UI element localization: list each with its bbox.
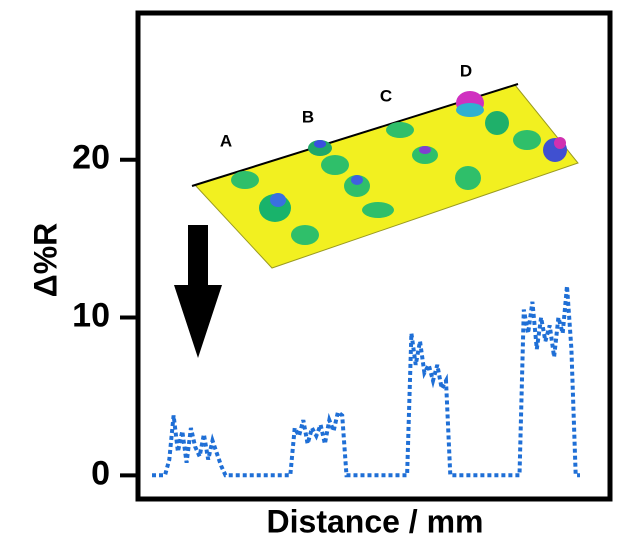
- y-axis-label: Δ%R: [27, 223, 63, 298]
- y-tick-label: 10: [72, 297, 110, 335]
- plot-frame: [135, 10, 613, 502]
- x-axis-label: Distance / mm: [267, 503, 484, 539]
- data-line: [152, 285, 580, 478]
- inset-label: B: [302, 107, 314, 126]
- y-tick-label: 0: [91, 454, 110, 492]
- y-tick-label: 20: [72, 139, 110, 177]
- inset-label: C: [380, 86, 392, 105]
- inset-image: [191, 83, 579, 269]
- inset-label: A: [220, 131, 232, 150]
- inset-label: D: [460, 61, 472, 80]
- arrow: [174, 225, 222, 358]
